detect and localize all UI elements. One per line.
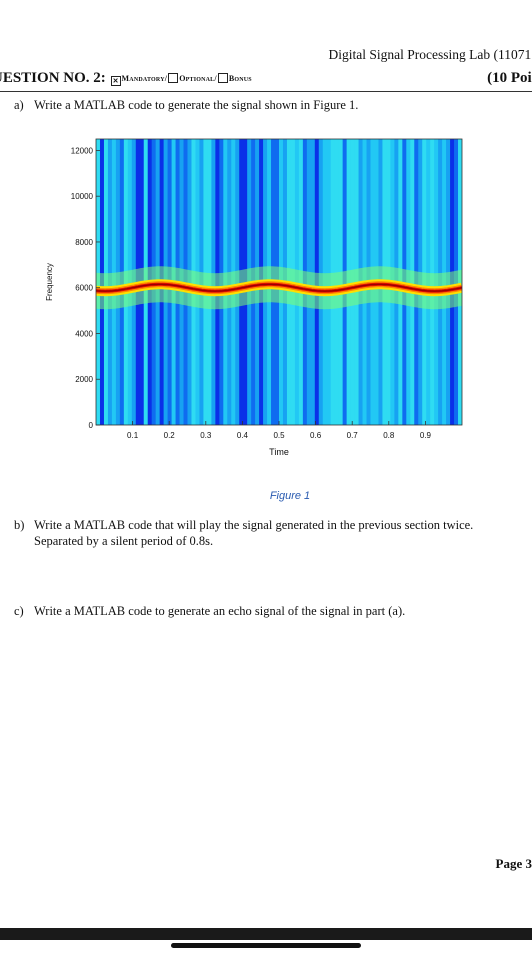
y-axis: 0 2000 4000 6000 8000 10000 12000 <box>71 146 100 430</box>
question-label: UESTION NO. 2: <box>0 70 106 86</box>
home-indicator[interactable] <box>171 943 361 948</box>
part-c-text: Write a MATLAB code to generate an echo … <box>34 604 406 618</box>
y-tick-label: 4000 <box>75 329 93 338</box>
x-tick-label: 0.2 <box>164 431 176 440</box>
frequency-ridge <box>96 266 462 310</box>
x-tick-label: 0.1 <box>127 431 139 440</box>
part-a-text: Write a MATLAB code to generate the sign… <box>34 98 359 112</box>
question-title: UESTION NO. 2: ✕ Mandatory/Optional/Bonus <box>0 70 252 87</box>
checkbox-checked-icon: ✕ <box>110 76 121 86</box>
figure-caption: Figure 1 <box>269 490 311 502</box>
y-axis-label: Frequency <box>45 263 54 301</box>
part-c-label: c) <box>14 604 24 618</box>
option-optional: Optional/ <box>179 74 217 83</box>
x-axis: 0.1 0.2 0.3 0.4 0.5 0.6 0.7 0.8 0.9 <box>127 421 432 440</box>
y-tick-label: 2000 <box>75 375 93 384</box>
x-tick-label: 0.6 <box>310 431 322 440</box>
header-divider <box>0 91 532 92</box>
option-bonus: Bonus <box>228 74 252 83</box>
part-c: c) Write a MATLAB code to generate an ech… <box>14 603 405 619</box>
x-tick-label: 0.7 <box>347 431 359 440</box>
x-axis-label: Time <box>269 447 289 457</box>
checkbox-empty-icon <box>168 73 179 83</box>
y-tick-label: 6000 <box>75 284 93 293</box>
x-tick-label: 0.4 <box>237 431 249 440</box>
part-b-text-2: Separated by a silent period of 0.8s. <box>34 534 214 548</box>
part-a-label: a) <box>14 98 24 112</box>
part-b-text: Write a MATLAB code that will play the s… <box>34 518 474 532</box>
points-label: (10 Poin <box>487 70 532 86</box>
y-tick-label: 10000 <box>71 192 94 201</box>
y-tick-label: 12000 <box>71 146 94 155</box>
page-number: Page 3 <box>495 856 532 871</box>
x-tick-label: 0.8 <box>383 431 395 440</box>
part-b: b) Write a MATLAB code that will play the… <box>14 517 473 549</box>
x-tick-label: 0.5 <box>273 431 285 440</box>
x-tick-label: 0.9 <box>420 431 432 440</box>
part-b-label: b) <box>14 518 25 532</box>
y-tick-label: 0 <box>89 421 94 430</box>
part-a: a) Write a MATLAB code to generate the si… <box>14 97 358 113</box>
x-tick-label: 0.3 <box>200 431 212 440</box>
y-tick-label: 8000 <box>75 238 93 247</box>
checkbox-empty-icon <box>217 73 228 83</box>
spectrogram-figure: 0 2000 4000 6000 8000 10000 12000 0.1 0.2 0.3 0.4… <box>45 138 463 457</box>
bottom-bar <box>0 928 532 940</box>
option-mandatory: Mandatory/ <box>121 74 168 83</box>
lab-title: Digital Signal Processing Lab (110715 <box>328 47 532 62</box>
ridge-line <box>96 283 462 292</box>
